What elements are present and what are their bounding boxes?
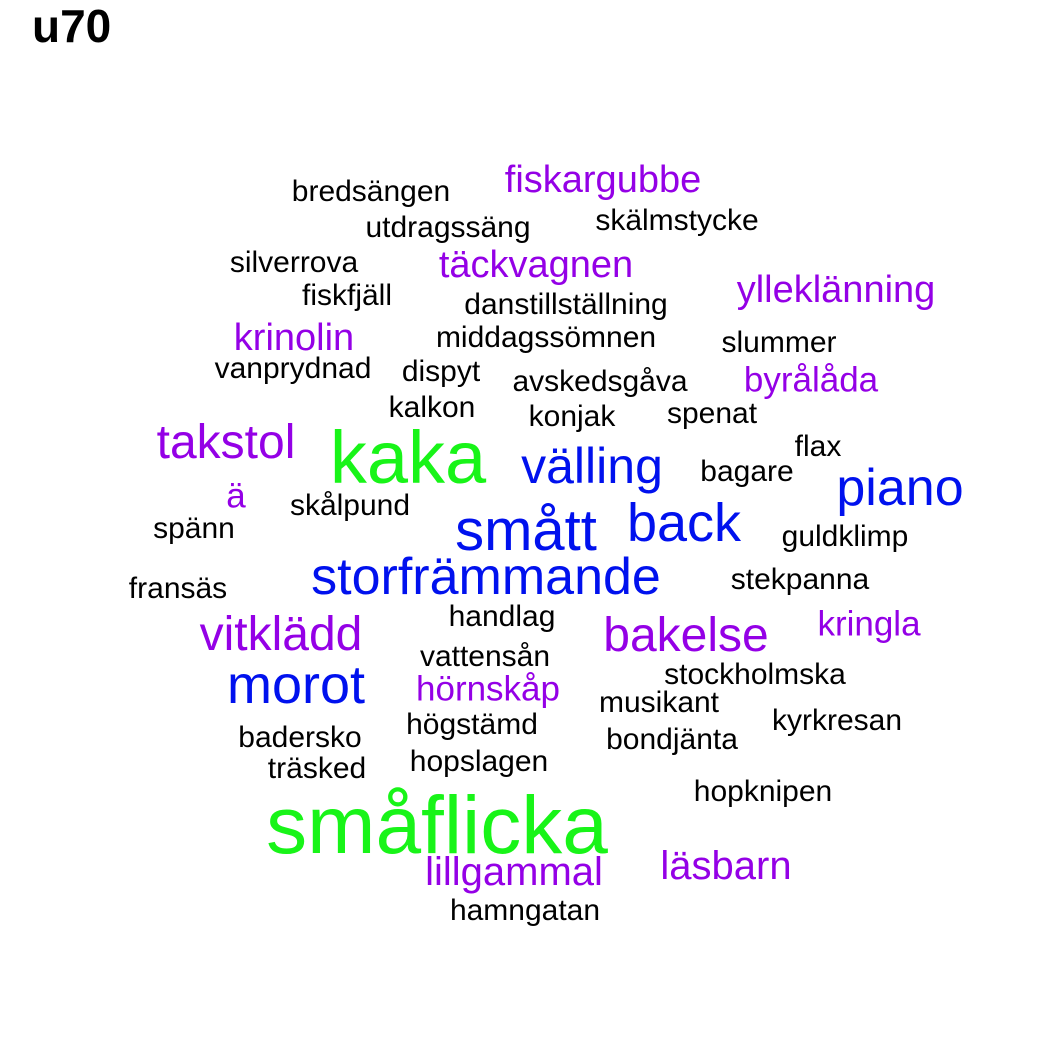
word-cloud-word: hopslagen: [409, 745, 549, 778]
word-cloud-word: vattensån: [419, 640, 551, 673]
word-cloud-word: piano: [836, 459, 964, 517]
word-cloud-word: back: [626, 493, 742, 553]
word-cloud-word: morot: [226, 655, 366, 715]
word-cloud-word: konjak: [528, 400, 616, 433]
word-cloud-word: slummer: [721, 326, 837, 359]
word-cloud-word: fransäs: [128, 572, 228, 605]
word-cloud-word: guldklimp: [781, 520, 909, 553]
word-cloud-word: silverrova: [229, 246, 359, 279]
word-cloud-word: välling: [521, 438, 663, 494]
word-cloud-word: krinolin: [233, 317, 355, 359]
word-cloud-word: danstillställning: [464, 288, 668, 321]
word-cloud-word: avskedsgåva: [512, 365, 688, 398]
word-cloud-word: flax: [794, 430, 842, 463]
word-cloud-word: kringla: [817, 604, 921, 644]
word-cloud-word: skälmstycke: [595, 204, 759, 237]
word-cloud-word: kalkon: [388, 391, 476, 424]
word-cloud-word: hopknipen: [693, 775, 833, 808]
word-cloud-word: dispyt: [401, 355, 481, 388]
word-cloud-word: fiskargubbe: [504, 159, 702, 201]
word-cloud-word: ylleklänning: [736, 269, 936, 311]
word-cloud-word: småflicka: [266, 780, 608, 871]
word-cloud-word: läsbarn: [660, 844, 792, 888]
word-cloud-word: handlag: [448, 600, 556, 633]
word-cloud-word: takstol: [156, 416, 296, 469]
word-cloud-word: kaka: [329, 416, 487, 499]
word-cloud-word: bredsängen: [291, 175, 451, 208]
word-cloud-word: ä: [226, 476, 246, 516]
word-cloud-word: hamngatan: [449, 894, 601, 927]
word-cloud-word: utdragssäng: [365, 211, 531, 244]
word-cloud-word: hörnskåp: [416, 669, 560, 709]
word-cloud-word: lillgammal: [425, 850, 603, 894]
word-cloud-word: badersko: [238, 721, 362, 754]
word-cloud-word: musikant: [598, 686, 720, 719]
word-cloud-word: vanprydnad: [214, 352, 372, 385]
word-cloud-word: stekpanna: [730, 563, 870, 596]
word-cloud-word: spenat: [666, 397, 758, 430]
word-cloud-word: spänn: [153, 512, 235, 545]
word-cloud-word: vitklädd: [199, 608, 363, 661]
word-cloud-word: högstämd: [406, 708, 538, 741]
word-cloud-word: byrålåda: [743, 360, 879, 400]
page-title: u70: [32, 0, 112, 52]
word-cloud-word: kyrkresan: [771, 704, 903, 737]
word-cloud-word: stockholmska: [664, 658, 846, 691]
word-cloud-word: smått: [455, 498, 597, 563]
word-cloud-word: träsked: [267, 752, 367, 785]
word-cloud-word: bondjänta: [606, 723, 738, 756]
word-cloud-word: storfrämmande: [311, 548, 661, 606]
word-cloud-word: skålpund: [289, 489, 411, 522]
word-cloud-word: bagare: [700, 455, 794, 488]
word-cloud-word: bakelse: [603, 609, 769, 662]
word-cloud-word: fiskfjäll: [301, 279, 393, 312]
word-cloud-word: middagssömnen: [435, 321, 657, 354]
word-cloud-word: täckvagnen: [438, 244, 634, 286]
